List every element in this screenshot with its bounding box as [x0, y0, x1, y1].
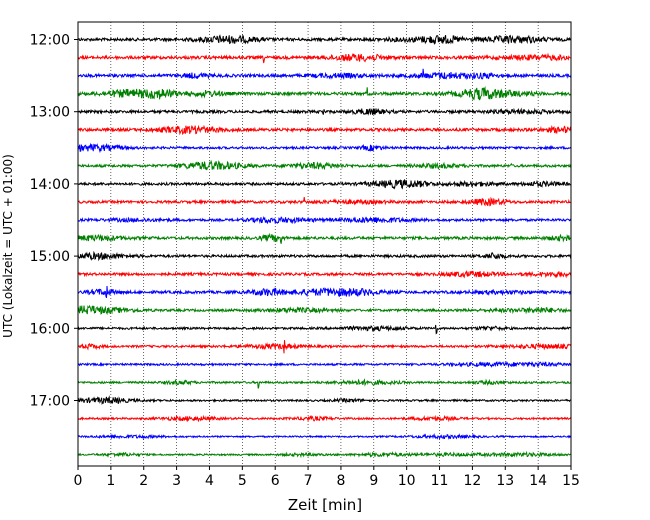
y-tick-label-1300: 13:00 [30, 105, 70, 121]
trace-1615 [77, 340, 572, 354]
x-tick-label-14: 14 [529, 473, 547, 489]
y-tick-label-1600: 16:00 [30, 321, 70, 337]
trace-1745 [77, 450, 572, 459]
trace-1630 [77, 360, 572, 369]
x-tick-label-11: 11 [431, 473, 449, 489]
x-tick-label-1: 1 [106, 473, 115, 489]
x-tick-label-0: 0 [74, 473, 83, 489]
y-tick-label-1400: 14:00 [30, 177, 70, 193]
x-axis-label: Zeit [min] [288, 496, 362, 514]
y-tick-label-1500: 15:00 [30, 249, 70, 265]
traces [77, 34, 572, 459]
x-tick-label-6: 6 [271, 473, 280, 489]
x-tick-label-15: 15 [562, 473, 580, 489]
x-tick-label-8: 8 [336, 473, 345, 489]
x-tick-label-4: 4 [205, 473, 214, 489]
x-axis-ticks: 0 1 2 3 4 5 6 7 8 9 10 11 12 13 14 15 [74, 466, 580, 489]
trace-1245 [77, 85, 572, 101]
trace-1700 [77, 395, 572, 406]
x-tick-label-2: 2 [139, 473, 148, 489]
trace-1445 [77, 232, 571, 244]
trace-1215 [77, 52, 572, 64]
trace-1400 [77, 179, 572, 190]
trace-1715 [77, 414, 572, 423]
trace-1430 [77, 216, 572, 225]
trace-1345 [77, 159, 572, 171]
x-tick-label-12: 12 [463, 473, 481, 489]
trace-1200 [77, 34, 572, 45]
x-tick-label-3: 3 [172, 473, 181, 489]
trace-1415 [78, 196, 572, 207]
trace-1300 [77, 107, 572, 116]
trace-1545 [77, 304, 572, 316]
trace-1530 [77, 285, 572, 298]
trace-1230 [77, 68, 572, 81]
x-tick-label-13: 13 [496, 473, 514, 489]
trace-1600 [77, 324, 572, 335]
x-tick-label-5: 5 [238, 473, 247, 489]
y-tick-label-1700: 17:00 [30, 394, 70, 410]
y-axis-label: UTC (Lokalzeit = UTC + 01:00) [1, 154, 15, 338]
trace-1730 [77, 433, 572, 441]
x-tick-label-7: 7 [304, 473, 313, 489]
trace-1330 [77, 142, 572, 154]
grid-lines [110, 22, 539, 466]
plot-frame [77, 21, 572, 467]
trace-1515 [77, 270, 572, 279]
y-tick-label-1200: 12:00 [30, 33, 70, 49]
trace-1315 [78, 124, 572, 136]
y-axis-ticks: 12:00 13:00 14:00 15:00 16:00 17:00 [30, 33, 78, 410]
x-tick-label-9: 9 [369, 473, 378, 489]
trace-1500 [77, 250, 572, 262]
trace-1645 [78, 378, 572, 389]
x-tick-label-10: 10 [398, 473, 416, 489]
